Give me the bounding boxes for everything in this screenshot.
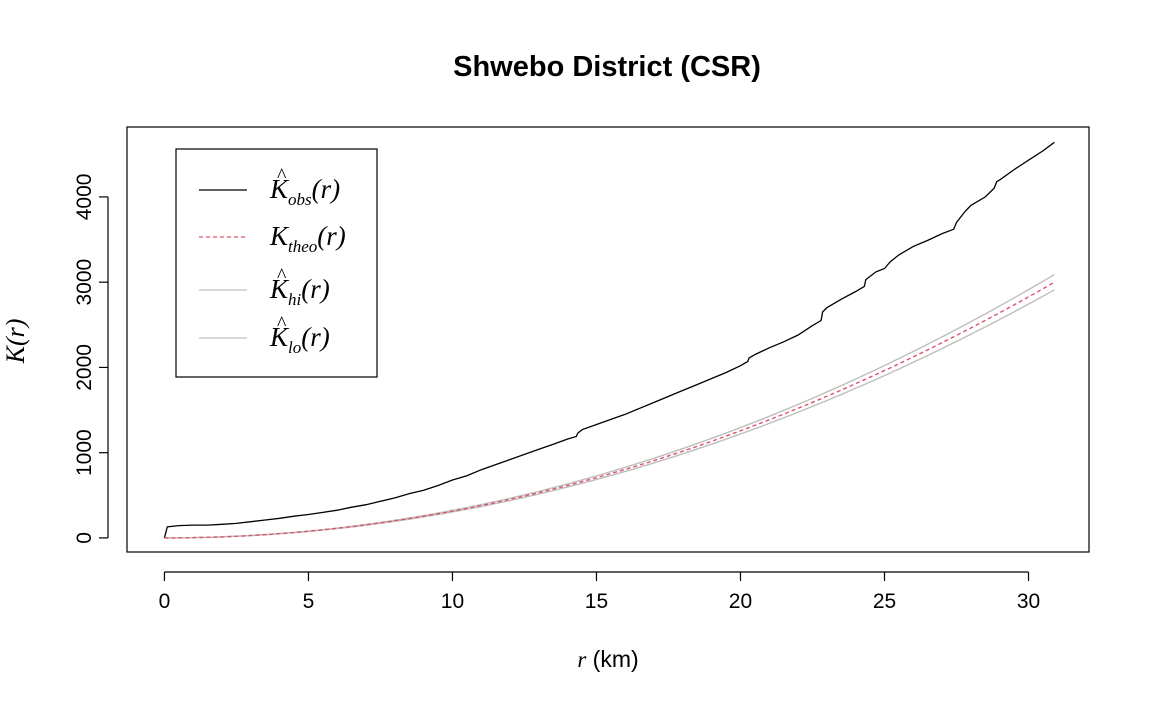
x-tick-label: 30 bbox=[1017, 590, 1040, 613]
chart-title: Shwebo District (CSR) bbox=[453, 51, 761, 83]
x-tick-label: 10 bbox=[441, 590, 464, 613]
x-tick-label: 0 bbox=[159, 590, 171, 613]
y-tick-label: 3000 bbox=[73, 259, 96, 306]
y-tick-label: 4000 bbox=[73, 174, 96, 221]
y-axis: 0 1000 2000 3000 4000 bbox=[73, 174, 109, 544]
legend-hat: ^ bbox=[277, 313, 287, 335]
legend-hat: ^ bbox=[277, 265, 287, 287]
x-axis-label-unit: (km) bbox=[593, 646, 639, 672]
legend-label-theo: Ktheo(r) bbox=[269, 221, 346, 256]
plot-frame bbox=[126, 126, 1090, 553]
series-line-theo bbox=[164, 281, 1055, 539]
legend-label-hi: Khi(r) bbox=[269, 274, 330, 309]
x-tick-label: 20 bbox=[729, 590, 752, 613]
x-tick-label: 25 bbox=[873, 590, 896, 613]
series-layer bbox=[163, 141, 1055, 539]
x-axis: 0 5 10 15 20 25 30 bbox=[159, 571, 1040, 613]
y-axis-label-var: K bbox=[1, 344, 30, 364]
legend-box bbox=[175, 148, 378, 378]
y-tick-label: 2000 bbox=[73, 344, 96, 391]
x-axis-label-var: r bbox=[577, 647, 587, 672]
legend: Kobs(r)^Ktheo(r)Khi(r)^Klo(r)^ bbox=[175, 148, 378, 378]
x-tick-label: 5 bbox=[303, 590, 315, 613]
y-tick-label: 1000 bbox=[73, 429, 96, 476]
x-tick-label: 15 bbox=[585, 590, 608, 613]
y-axis-label: K(r) bbox=[1, 319, 30, 365]
legend-label-obs: Kobs(r) bbox=[269, 174, 340, 209]
y-axis-label-arg: (r) bbox=[1, 319, 30, 346]
x-axis-label: r (km) bbox=[577, 646, 638, 672]
series-line-obs bbox=[163, 141, 1055, 539]
legend-label-lo: Klo(r) bbox=[269, 322, 330, 357]
y-tick-label: 0 bbox=[73, 532, 96, 544]
legend-hat: ^ bbox=[277, 165, 287, 187]
